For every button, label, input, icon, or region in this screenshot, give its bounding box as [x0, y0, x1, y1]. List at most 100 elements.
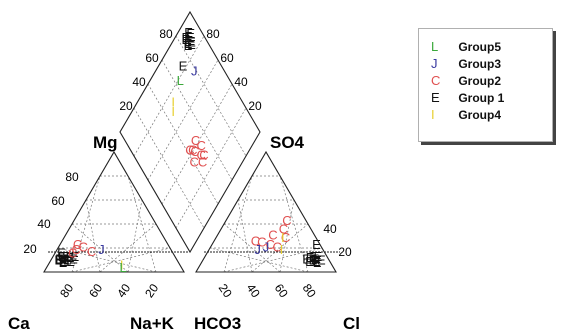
marker-group1: E: [69, 251, 78, 266]
diamond-left-tick-label: 20: [119, 99, 133, 113]
marker-group2: C: [87, 244, 96, 259]
marker-group1: E: [184, 25, 193, 40]
marker-group2: C: [199, 147, 208, 162]
legend-item-group5: L Group5: [431, 39, 501, 55]
marker-group2: C: [79, 239, 88, 254]
marker-group2: C: [185, 143, 194, 158]
marker-group2: C: [273, 239, 282, 254]
mg-tick-label: 20: [23, 242, 37, 256]
legend-symbol: J: [431, 56, 438, 71]
marker-group4: I: [171, 104, 175, 119]
so4-tick-label: 40: [323, 222, 337, 236]
marker-group2: C: [268, 227, 277, 242]
diamond-grid-line: [175, 35, 247, 157]
marker-group1: E: [66, 250, 75, 265]
marker-group2: C: [281, 230, 290, 245]
marker-group2: C: [73, 237, 82, 252]
diamond-left-tick-label: 40: [132, 75, 146, 89]
marker-group1: E: [305, 254, 314, 269]
marker-group1: E: [66, 254, 75, 269]
mg-tick-label: 40: [37, 217, 51, 231]
legend-label: Group3: [458, 57, 502, 71]
diamond-grid-line: [175, 107, 247, 229]
marker-group1: E: [309, 253, 318, 268]
diamond-grid-line: [161, 83, 233, 205]
marker-group1: E: [312, 254, 321, 269]
legend-label: Group4: [458, 108, 502, 122]
anion-triangle-grid-line: [279, 175, 309, 273]
mg-tick-label: 60: [51, 194, 65, 208]
legend-symbol: I: [431, 107, 435, 122]
marker-group1: E: [61, 251, 70, 266]
marker-group1: E: [186, 26, 195, 41]
marker-group1: E: [187, 37, 196, 52]
marker-group1: E: [59, 255, 68, 270]
anion-triangle-grid-line: [223, 223, 281, 273]
mg-tick-label: 80: [65, 170, 79, 184]
cation-triangle-grid-line: [99, 223, 157, 273]
cation-triangle-grid-line: [85, 199, 101, 273]
marker-group1: E: [309, 249, 318, 264]
so4-axis-label: SO4: [270, 133, 305, 152]
marker-group1: E: [184, 30, 193, 45]
marker-group1: E: [58, 249, 67, 264]
legend-item-group3: J Group3: [431, 56, 501, 72]
marker-group1: E: [311, 251, 320, 266]
marker-group2: C: [72, 242, 81, 257]
diamond-left-tick-label: 80: [159, 27, 173, 41]
marker-group1: E: [313, 249, 322, 264]
legend-symbol: C: [431, 73, 441, 88]
marker-group1: E: [181, 32, 190, 47]
marker-group3: J: [263, 239, 270, 254]
legend-symbol: L: [431, 39, 439, 54]
cation-triangle-grid-line: [57, 247, 157, 273]
legend-item-group1: E Group 1: [431, 90, 504, 106]
diamond-grid-line: [133, 35, 205, 157]
marker-group1: E: [302, 251, 311, 266]
marker-group1: E: [306, 250, 315, 265]
marker-group4: I: [280, 242, 284, 257]
diamond-outline: [119, 10, 261, 254]
marker-group2: C: [188, 143, 197, 158]
anion-triangle-grid-line: [279, 199, 295, 273]
marker-group5: L: [177, 73, 184, 88]
marker-group1: E: [55, 251, 64, 266]
ca-tick-label: 60: [86, 281, 105, 300]
anion-triangle-grid-line: [251, 223, 309, 273]
ca-tick-label: 20: [142, 281, 161, 300]
diamond-right-tick-label: 60: [220, 51, 234, 65]
cation-triangle-grid-line: [127, 175, 157, 273]
ca-tick-label: 80: [57, 281, 76, 300]
legend-label: Group 1: [458, 91, 505, 105]
marker-group2: C: [257, 235, 266, 250]
marker-group2: C: [197, 138, 206, 153]
ca-axis-label: Ca: [8, 314, 30, 333]
diamond-left-tick-label: 60: [145, 51, 159, 65]
cl-tick-label: 80: [300, 281, 319, 300]
legend-symbol: E: [431, 90, 440, 105]
cation-triangle-grid-line: [127, 199, 143, 273]
marker-group2: C: [279, 221, 288, 236]
legend-item-group2: C Group2: [431, 73, 501, 89]
anion-triangle-grid-line: [223, 247, 323, 273]
diamond-grid-line: [133, 107, 205, 229]
marker-group1: E: [59, 254, 68, 269]
so4-tick-label: 20: [338, 245, 352, 259]
diagram-outlines: [43, 10, 337, 273]
cl-tick-label: 40: [244, 281, 263, 300]
marker-group3: J: [98, 242, 105, 257]
grid-lines: [48, 35, 340, 273]
anion-triangle-outline: [195, 150, 337, 273]
marker-group2: C: [190, 144, 199, 159]
marker-group1: E: [54, 253, 63, 268]
marker-group2: C: [251, 233, 260, 248]
marker-group2: C: [198, 155, 207, 170]
marker-group1: E: [313, 255, 322, 270]
marker-group2: C: [190, 155, 199, 170]
marker-group1: E: [63, 253, 72, 268]
marker-group4: I: [171, 95, 175, 110]
marker-group1: E: [184, 36, 193, 51]
ca-tick-label: 40: [114, 281, 133, 300]
